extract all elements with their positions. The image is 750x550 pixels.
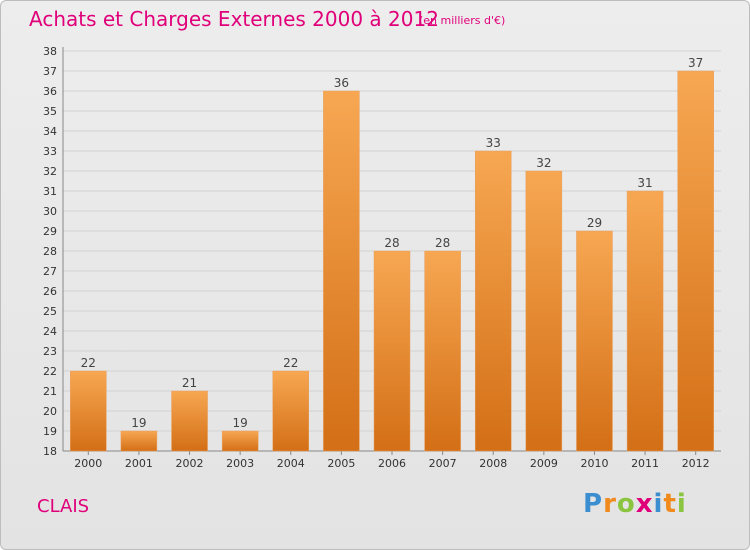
bars bbox=[70, 70, 714, 452]
y-tick-label: 32 bbox=[43, 165, 57, 178]
y-tick-label: 29 bbox=[43, 225, 57, 238]
bar-value-label: 28 bbox=[384, 236, 399, 250]
x-tick-label: 2003 bbox=[226, 457, 254, 470]
x-tick-label: 2009 bbox=[530, 457, 558, 470]
bar bbox=[424, 250, 461, 452]
x-tick-label: 2005 bbox=[327, 457, 355, 470]
x-tick-label: 2001 bbox=[125, 457, 153, 470]
bar-value-label: 32 bbox=[536, 156, 551, 170]
x-tick-label: 2004 bbox=[277, 457, 305, 470]
y-tick-label: 38 bbox=[43, 45, 57, 58]
bar bbox=[221, 430, 259, 452]
bar bbox=[677, 70, 714, 452]
y-tick-label: 34 bbox=[43, 125, 57, 138]
logo-letter: t bbox=[663, 489, 677, 519]
y-tick-label: 21 bbox=[43, 385, 57, 398]
logo-letter: i bbox=[653, 489, 664, 519]
y-tick-label: 23 bbox=[43, 345, 57, 358]
bar bbox=[323, 90, 360, 452]
bar-value-label: 21 bbox=[182, 376, 197, 390]
y-tick-label: 20 bbox=[43, 405, 57, 418]
y-tick-label: 25 bbox=[43, 305, 57, 318]
logo-letter: i bbox=[676, 489, 687, 519]
bar bbox=[576, 230, 613, 452]
y-tick-labels: 18 19 20 21 22 23 24 25 26 27 28 29 30 31 32 33 34 35 36 37… bbox=[43, 45, 57, 458]
logo-letter: o bbox=[616, 489, 636, 519]
bar-value-label: 22 bbox=[81, 356, 96, 370]
x-tick-label: 2011 bbox=[631, 457, 659, 470]
logo-letter: r bbox=[603, 489, 617, 519]
y-tick-label: 35 bbox=[43, 105, 57, 118]
y-tick-label: 33 bbox=[43, 145, 57, 158]
chart-unit: (en milliers d'€) bbox=[419, 14, 506, 27]
x-tick-labels: 2000 2001 2002 2003 2004 2005 2006 2007 2008 2009… bbox=[74, 457, 709, 470]
bar bbox=[474, 150, 512, 452]
chart-title: Achats et Charges Externes 2000 à 2012 bbox=[29, 7, 439, 31]
proxiti-logo: Proxiti bbox=[583, 489, 687, 519]
bar-value-label: 19 bbox=[233, 416, 248, 430]
y-tick-label: 28 bbox=[43, 245, 57, 258]
bar bbox=[626, 190, 664, 452]
y-tick-label: 31 bbox=[43, 185, 57, 198]
logo-letter: x bbox=[635, 489, 654, 519]
y-tick-label: 37 bbox=[43, 65, 57, 78]
x-tick-label: 2000 bbox=[74, 457, 102, 470]
x-tick-label: 2010 bbox=[580, 457, 608, 470]
bar bbox=[525, 170, 563, 452]
place-name: CLAIS bbox=[37, 496, 90, 517]
y-tick-label: 19 bbox=[43, 425, 57, 438]
bar-value-label: 19 bbox=[131, 416, 146, 430]
x-tick-label: 2002 bbox=[176, 457, 204, 470]
y-tick-label: 22 bbox=[43, 365, 57, 378]
bar-value-label: 36 bbox=[334, 76, 349, 90]
data-labels: 22 19 21 19 22 36 28 28 33 32 29 31 37 bbox=[81, 56, 704, 430]
logo-letter: P bbox=[583, 489, 604, 519]
bar-value-label: 33 bbox=[486, 136, 501, 150]
y-tick-label: 36 bbox=[43, 85, 57, 98]
y-tick-label: 27 bbox=[43, 265, 57, 278]
bar-value-label: 31 bbox=[637, 176, 652, 190]
bar-value-label: 22 bbox=[283, 356, 298, 370]
bar bbox=[272, 370, 310, 452]
x-tick-label: 2007 bbox=[429, 457, 457, 470]
bar bbox=[171, 390, 208, 452]
bar-value-label: 28 bbox=[435, 236, 450, 250]
x-tick-label: 2006 bbox=[378, 457, 406, 470]
bar bbox=[373, 250, 411, 452]
y-tick-label: 26 bbox=[43, 285, 57, 298]
x-tick-label: 2012 bbox=[682, 457, 710, 470]
x-tick-label: 2008 bbox=[479, 457, 507, 470]
bar-value-label: 37 bbox=[688, 56, 703, 70]
bar-value-label: 29 bbox=[587, 216, 602, 230]
bar bbox=[70, 370, 107, 452]
bar bbox=[120, 430, 158, 452]
y-tick-label: 18 bbox=[43, 445, 57, 458]
y-tick-label: 24 bbox=[43, 325, 57, 338]
y-tick-label: 30 bbox=[43, 205, 57, 218]
